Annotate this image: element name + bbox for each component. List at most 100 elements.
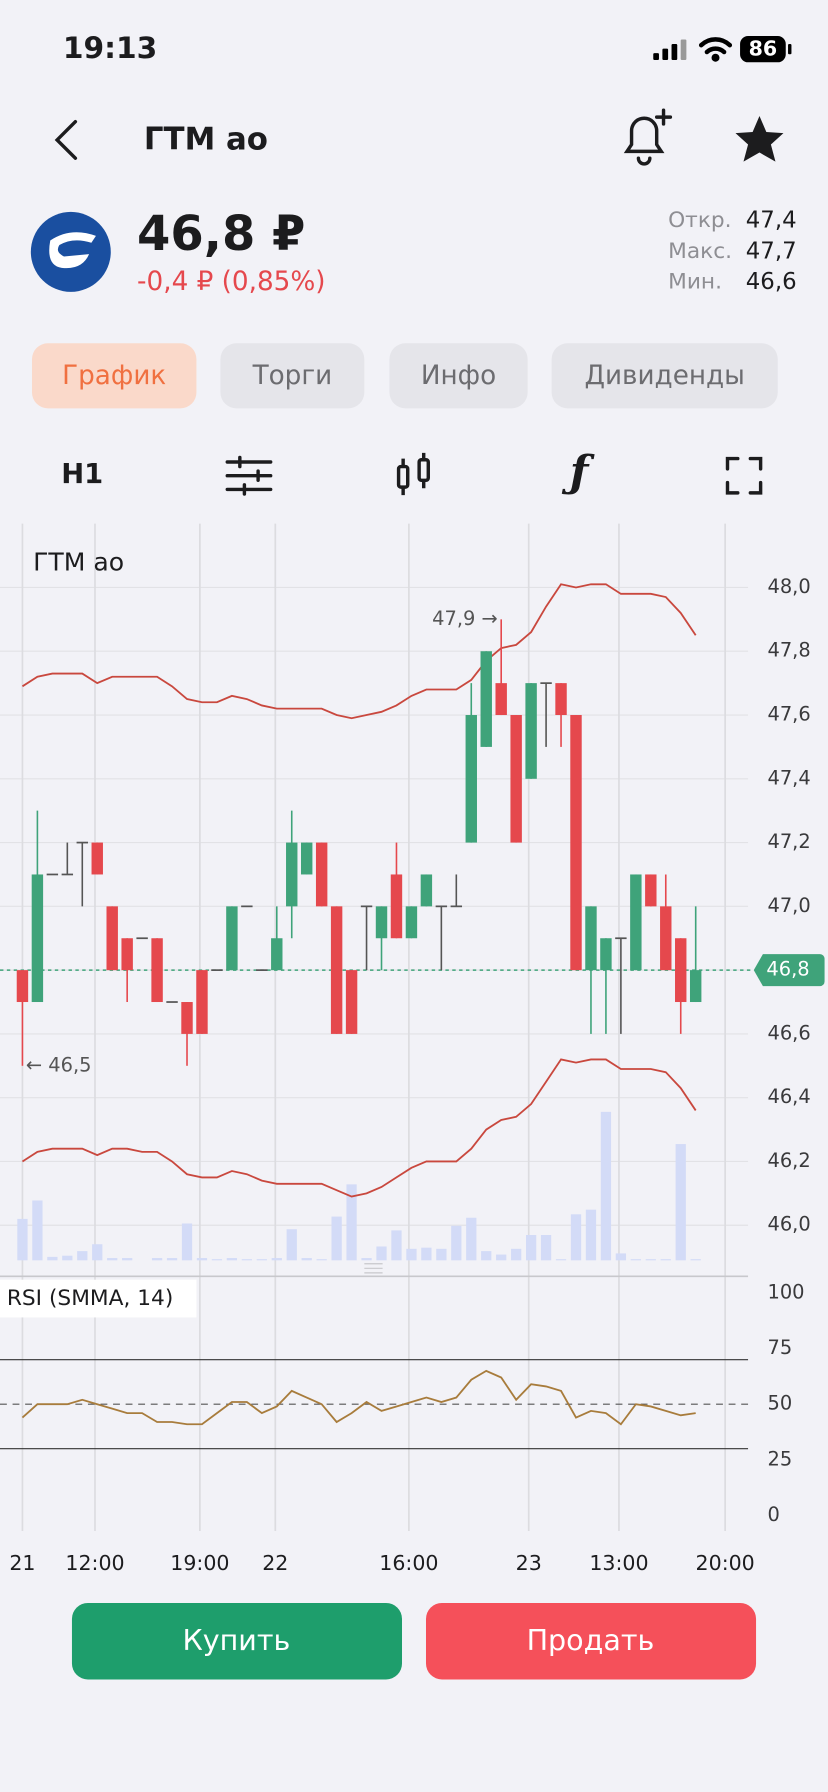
candle-body — [271, 938, 283, 971]
volume-bar — [421, 1247, 432, 1261]
candle-body — [465, 715, 477, 843]
candle-body — [300, 842, 313, 875]
price: 46,8 ₽ — [137, 206, 305, 262]
candle-body — [390, 874, 403, 939]
candle-body — [46, 873, 59, 876]
tab-label: Торги — [252, 361, 333, 391]
candle-body — [480, 651, 492, 747]
candle-body — [495, 683, 507, 716]
y-tick-label: 46,6 — [767, 1021, 810, 1044]
volume-bar — [675, 1144, 686, 1261]
tab[interactable] — [389, 343, 528, 409]
candle-body — [226, 906, 238, 971]
volume-bar — [451, 1225, 462, 1261]
volume-bar — [17, 1218, 28, 1261]
volume-bar — [92, 1244, 103, 1261]
volume-bar — [630, 1259, 641, 1261]
volume-bar — [585, 1209, 597, 1261]
bell-button[interactable] — [623, 108, 673, 166]
candle-body — [166, 1001, 178, 1003]
candle-body — [510, 715, 522, 843]
candle-body — [570, 715, 582, 971]
candle-body — [660, 906, 672, 971]
favorite-button[interactable] — [735, 115, 784, 162]
tab[interactable] — [220, 343, 365, 409]
candle-body — [525, 683, 537, 779]
volume-bar — [166, 1258, 178, 1261]
back-button[interactable] — [54, 119, 78, 160]
rsi-tick-label: 25 — [767, 1447, 792, 1470]
volume-bar — [241, 1259, 252, 1261]
candle-body — [450, 905, 463, 908]
volume-bar — [122, 1258, 133, 1261]
stat-value: 47,7 — [746, 238, 797, 264]
candle-body — [585, 906, 597, 971]
last-price-label: 46,8 — [766, 958, 809, 981]
candle-body — [16, 970, 29, 1003]
panel-handle[interactable] — [364, 1263, 383, 1274]
chart-title: ГТМ ао — [33, 548, 124, 577]
candle-body — [76, 841, 88, 844]
wifi-icon — [698, 37, 733, 62]
tab-label: Дивиденды — [584, 361, 744, 391]
y-tick-label: 47,8 — [767, 639, 810, 662]
company-logo — [30, 211, 111, 292]
fullscreen-button[interactable] — [725, 456, 763, 495]
battery-tip — [788, 44, 792, 55]
volume-bar — [107, 1258, 118, 1261]
volume-bar — [361, 1258, 372, 1261]
price-change: -0,4 ₽ (0,85%) — [137, 267, 325, 297]
y-tick-label: 48,0 — [767, 575, 810, 598]
volume-bar — [271, 1258, 282, 1261]
tabs: График Торги Инфо Дивиденды — [31, 343, 778, 409]
candle-body — [555, 683, 567, 716]
settings-button[interactable] — [225, 455, 273, 496]
x-tick-label: 12:00 — [65, 1551, 124, 1575]
rsi-tick-label: 0 — [767, 1503, 779, 1526]
y-tick-label: 47,4 — [767, 766, 810, 789]
volume-bar — [690, 1259, 701, 1261]
battery-level: 86 — [749, 37, 778, 61]
interval-button[interactable]: H1 — [61, 459, 103, 490]
candle-body — [345, 970, 358, 1034]
volume-bar — [376, 1246, 387, 1261]
extreme-annotation: ← 46,5 — [26, 1053, 92, 1076]
chart-type-button[interactable] — [396, 452, 430, 496]
rsi-tick-label: 100 — [767, 1281, 804, 1304]
rsi-title-bg — [0, 1279, 197, 1318]
volume-bar — [481, 1251, 492, 1261]
volume-bar — [301, 1258, 312, 1261]
buy-button[interactable] — [71, 1602, 403, 1680]
volume-bar — [196, 1258, 208, 1261]
y-tick-label: 46,2 — [767, 1149, 810, 1172]
candle-body — [360, 905, 373, 908]
x-tick-label: 22 — [262, 1551, 288, 1575]
volume-bar — [406, 1248, 417, 1261]
volume-bar — [151, 1258, 163, 1261]
x-tick-label: 21 — [9, 1551, 35, 1575]
candle-body — [256, 969, 268, 971]
status-time: 19:13 — [63, 31, 158, 66]
y-tick-label: 46,4 — [767, 1085, 810, 1108]
volume-bar — [32, 1200, 43, 1261]
volume-bar — [540, 1234, 552, 1261]
buy-label: Купить — [182, 1623, 290, 1657]
volume-bar — [466, 1217, 477, 1261]
x-tick-label: 16:00 — [379, 1551, 438, 1575]
tab-label: График — [62, 361, 166, 391]
volume-bar — [256, 1259, 267, 1261]
tab[interactable] — [31, 343, 197, 409]
sell-button[interactable] — [425, 1602, 757, 1680]
tab[interactable] — [551, 343, 778, 409]
stat-label: Откр. — [668, 208, 731, 233]
candle-body — [31, 874, 44, 1003]
battery — [740, 36, 786, 63]
candle-body — [630, 874, 642, 971]
stat-value: 47,4 — [746, 208, 797, 234]
candle-body — [121, 938, 133, 971]
volume-bar — [391, 1230, 402, 1261]
volume-bar — [496, 1254, 507, 1261]
candle-body — [435, 905, 448, 908]
